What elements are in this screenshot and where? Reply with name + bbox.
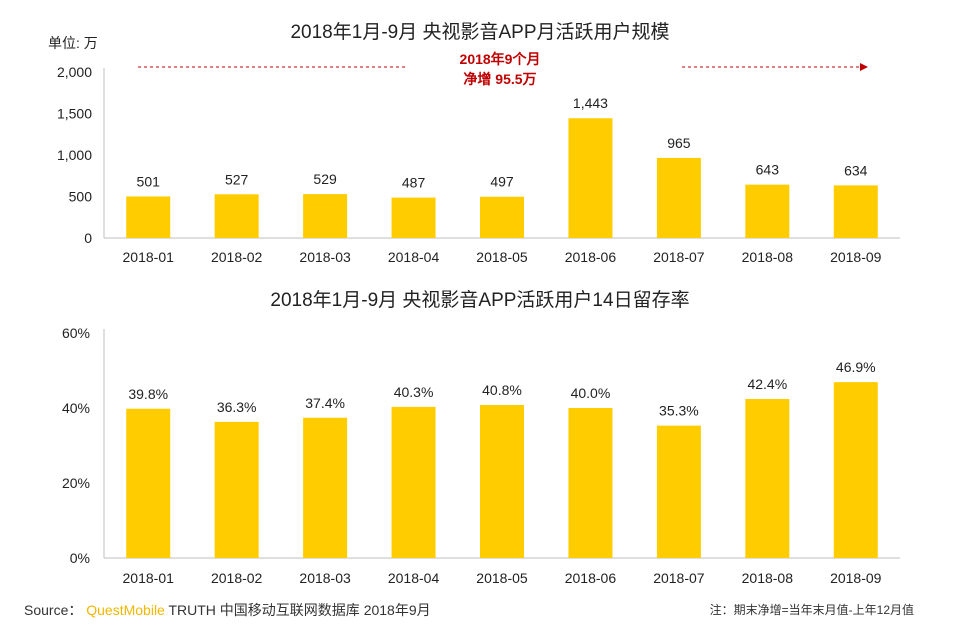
bar	[303, 194, 348, 238]
x-tick-label: 2018-06	[565, 570, 617, 586]
annotation-line-1: 2018年9个月	[460, 51, 541, 67]
bar-value-label: 37.4%	[305, 395, 345, 411]
x-tick-label: 2018-03	[299, 570, 351, 586]
source-footer: Source： QuestMobile TRUTH 中国移动互联网数据库 201…	[24, 600, 431, 620]
bar-value-label: 40.8%	[482, 382, 522, 398]
bar	[568, 118, 613, 238]
bar	[656, 425, 701, 558]
bar	[568, 408, 613, 558]
x-tick-label: 2018-08	[742, 570, 794, 586]
bar-value-label: 35.3%	[659, 403, 699, 419]
y-tick-label: 0%	[70, 550, 90, 566]
questmobile-brand: QuestMobile	[86, 602, 165, 618]
bar	[391, 197, 436, 238]
bar	[480, 405, 524, 558]
x-tick-label: 2018-05	[476, 249, 528, 265]
x-tick-label: 2018-02	[211, 570, 263, 586]
bar-value-label: 487	[402, 175, 426, 191]
bar	[656, 157, 701, 238]
x-tick-label: 2018-09	[830, 570, 882, 586]
bar	[303, 417, 348, 558]
source-text: TRUTH 中国移动互联网数据库 2018年9月	[168, 602, 431, 618]
x-tick-label: 2018-07	[653, 570, 705, 586]
bar	[833, 382, 878, 558]
bar	[126, 196, 171, 238]
y-tick-label: 2,000	[57, 64, 92, 80]
bar-value-label: 39.8%	[128, 386, 168, 402]
y-tick-label: 40%	[62, 400, 90, 416]
bar-value-label: 40.0%	[571, 385, 611, 401]
unit-label: 单位: 万	[48, 35, 98, 51]
y-tick-label: 60%	[62, 325, 90, 341]
bar	[214, 194, 259, 238]
bar	[391, 406, 436, 558]
bar-value-label: 501	[137, 173, 161, 189]
x-tick-label: 2018-01	[123, 249, 175, 265]
x-tick-label: 2018-09	[830, 249, 882, 265]
x-tick-label: 2018-04	[388, 249, 440, 265]
bar-value-label: 42.4%	[747, 376, 787, 392]
bar	[745, 399, 790, 558]
source-label: Source：	[24, 602, 83, 618]
x-tick-label: 2018-01	[123, 570, 175, 586]
bar-value-label: 965	[667, 135, 691, 151]
annotation-arrow-head	[860, 63, 868, 71]
bar-value-label: 643	[756, 162, 780, 178]
bar-value-label: 46.9%	[836, 359, 876, 375]
bar	[480, 196, 524, 238]
x-tick-label: 2018-06	[565, 249, 617, 265]
annotation-line-2: 净增 95.5万	[463, 71, 536, 87]
bar-value-label: 36.3%	[217, 399, 257, 415]
footnote: 注：期末净增=当年末月值-上年12月值	[709, 603, 914, 617]
y-tick-label: 1,000	[57, 147, 92, 163]
chart-title-1: 2018年1月-9月 央视影音APP月活跃用户规模	[290, 21, 669, 43]
chart-title-2: 2018年1月-9月 央视影音APP活跃用户14日留存率	[270, 289, 689, 311]
y-tick-label: 500	[69, 189, 93, 205]
x-tick-label: 2018-04	[388, 570, 440, 586]
bar-value-label: 1,443	[573, 95, 608, 111]
bar-value-label: 529	[313, 171, 337, 187]
bar	[126, 408, 171, 558]
y-tick-label: 0	[84, 230, 92, 246]
bar-value-label: 497	[490, 174, 514, 190]
y-tick-label: 1,500	[57, 106, 92, 122]
y-tick-label: 20%	[62, 475, 90, 491]
x-tick-label: 2018-05	[476, 570, 528, 586]
bar	[745, 184, 790, 238]
x-tick-label: 2018-03	[299, 249, 351, 265]
bar	[214, 421, 259, 558]
bar	[833, 185, 878, 238]
x-tick-label: 2018-02	[211, 249, 263, 265]
bar-value-label: 634	[844, 162, 868, 178]
bar-value-label: 40.3%	[394, 384, 434, 400]
x-tick-label: 2018-08	[742, 249, 794, 265]
bar-value-label: 527	[225, 171, 249, 187]
x-tick-label: 2018-07	[653, 249, 705, 265]
